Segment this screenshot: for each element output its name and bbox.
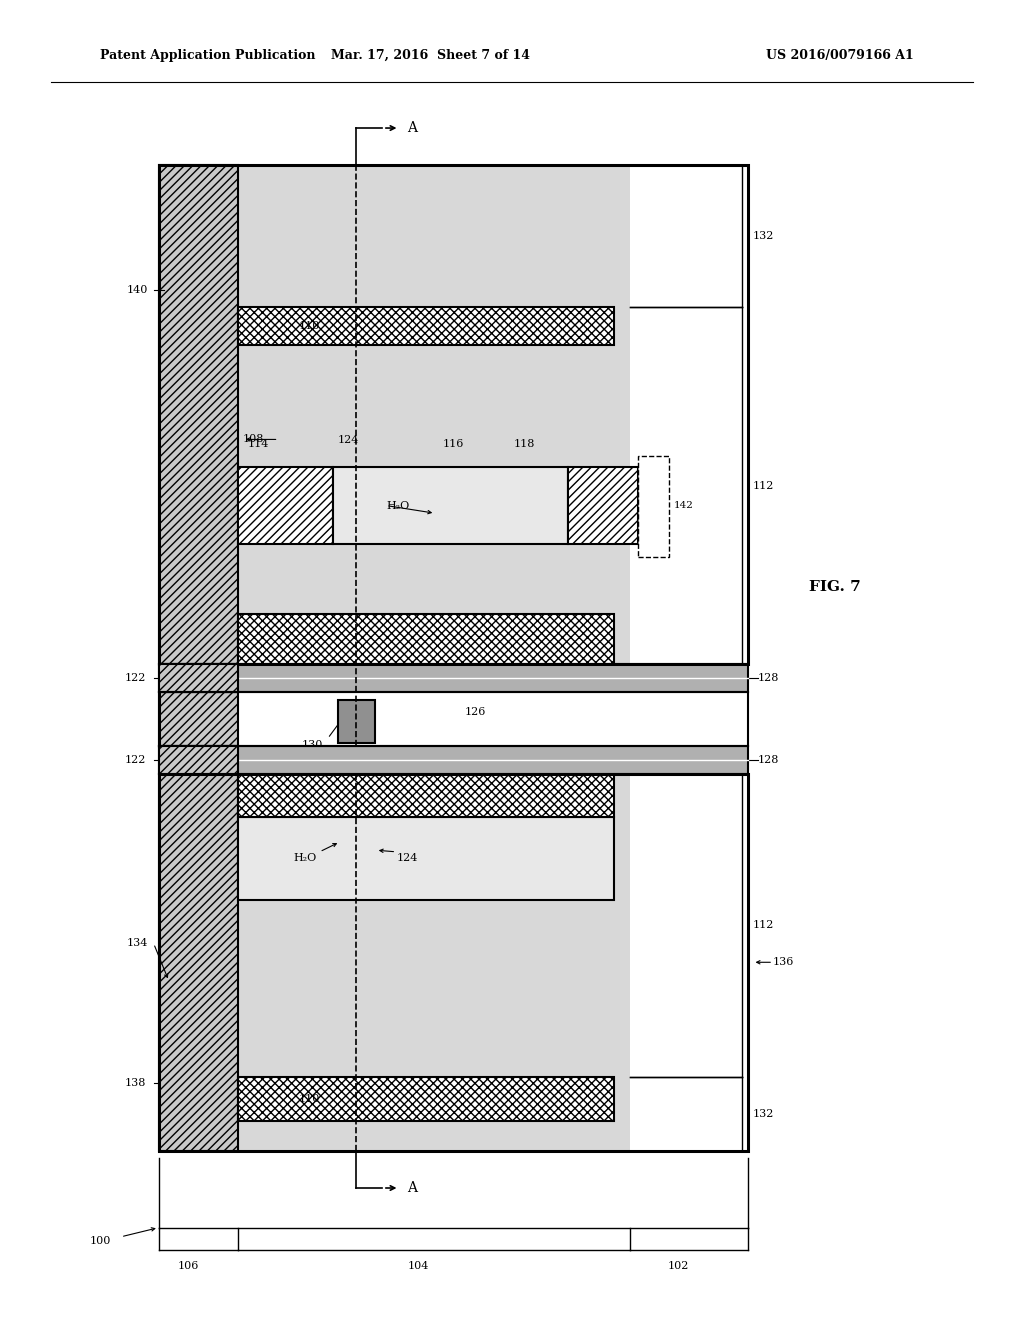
Text: 128: 128: [758, 755, 779, 764]
Bar: [333, 467, 568, 544]
Bar: [238, 308, 614, 345]
Bar: [159, 746, 748, 774]
Bar: [238, 614, 614, 664]
Text: 110: 110: [299, 321, 321, 331]
Bar: [159, 692, 238, 746]
Text: 130: 130: [301, 741, 323, 750]
Text: 126: 126: [465, 708, 485, 717]
Text: 140: 140: [127, 285, 148, 294]
Bar: [159, 165, 748, 664]
Text: 128: 128: [758, 673, 779, 682]
Text: 104: 104: [408, 1261, 429, 1271]
Text: 142: 142: [674, 502, 693, 510]
Text: 108: 108: [243, 434, 264, 445]
Text: 118: 118: [514, 438, 536, 449]
Bar: [159, 774, 748, 1151]
Bar: [159, 746, 238, 774]
Text: H₂O: H₂O: [386, 500, 410, 511]
Bar: [568, 467, 638, 544]
Text: US 2016/0079166 A1: US 2016/0079166 A1: [766, 49, 913, 62]
Text: 136: 136: [773, 957, 795, 968]
Text: 124: 124: [396, 854, 418, 863]
Text: FIG. 7: FIG. 7: [809, 581, 860, 594]
Text: A: A: [408, 1181, 418, 1195]
Text: 112: 112: [753, 480, 774, 491]
Bar: [238, 774, 630, 1151]
Bar: [238, 165, 630, 664]
Text: 122: 122: [125, 673, 146, 682]
Bar: [338, 700, 375, 743]
Text: A: A: [408, 121, 418, 135]
Bar: [159, 664, 238, 692]
Text: 132: 132: [753, 231, 774, 242]
Bar: [638, 457, 669, 557]
Text: 112: 112: [753, 920, 774, 931]
Bar: [159, 664, 748, 692]
Bar: [630, 165, 748, 664]
Text: 110: 110: [299, 1094, 321, 1104]
Bar: [238, 774, 614, 817]
Text: 124: 124: [338, 434, 359, 445]
Bar: [238, 817, 614, 900]
Bar: [238, 467, 333, 544]
Text: Patent Application Publication: Patent Application Publication: [100, 49, 315, 62]
Bar: [159, 165, 238, 664]
Text: 106: 106: [177, 1261, 199, 1271]
Bar: [238, 1077, 614, 1121]
Bar: [630, 774, 748, 1151]
Text: Mar. 17, 2016  Sheet 7 of 14: Mar. 17, 2016 Sheet 7 of 14: [331, 49, 529, 62]
Bar: [159, 774, 238, 1151]
Text: 114: 114: [248, 438, 269, 449]
Text: 138: 138: [125, 1078, 146, 1088]
Text: 134: 134: [127, 939, 148, 948]
Text: 132: 132: [753, 1109, 774, 1119]
Text: 100: 100: [90, 1236, 112, 1246]
Text: 122: 122: [125, 755, 146, 764]
Text: 116: 116: [442, 438, 464, 449]
Bar: [159, 692, 748, 746]
Text: H₂O: H₂O: [294, 854, 317, 863]
Text: 102: 102: [668, 1261, 689, 1271]
